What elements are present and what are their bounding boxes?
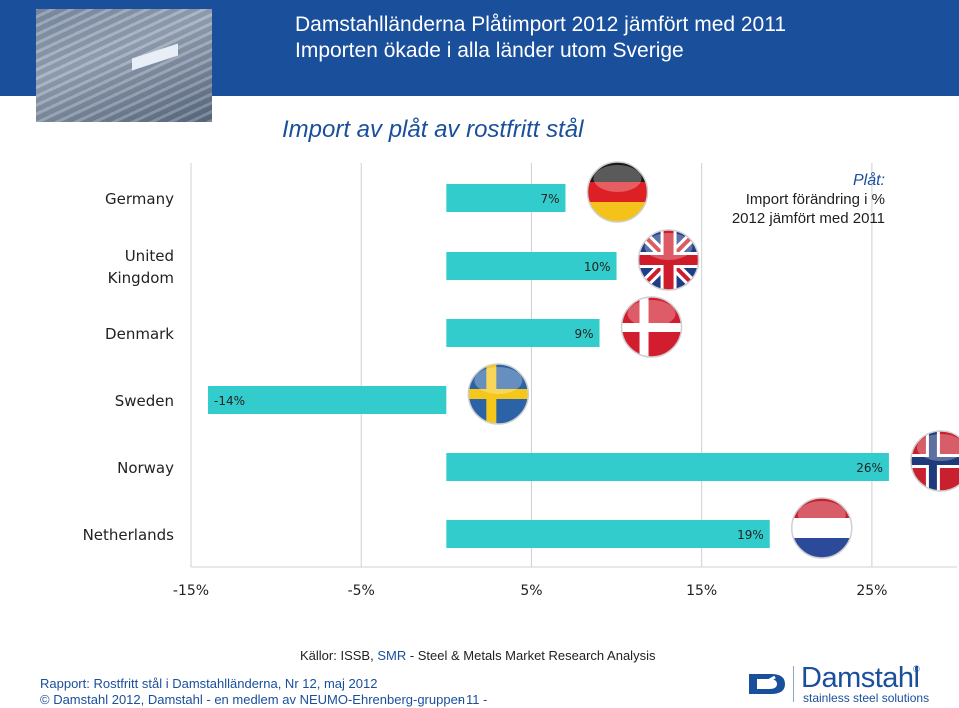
category-label: Germany (105, 190, 174, 208)
data-label: 7% (540, 192, 559, 206)
category-label: Denmark (105, 325, 174, 343)
netherlands-flag (791, 497, 853, 559)
header-subtitle: Importen ökade i alla länder utom Sverig… (295, 39, 684, 62)
bar-sweden (208, 386, 447, 414)
source-prefix: Källor: ISSB, (300, 648, 378, 663)
chart-legend: Plåt: Import förändring i % 2012 jämfört… (690, 171, 885, 228)
x-tick-label: -15% (173, 583, 209, 599)
category-label: Norway (117, 459, 174, 477)
bar-germany (446, 184, 566, 212)
bar-united-kingdom (446, 252, 617, 280)
united-kingdom-flag (637, 229, 700, 291)
legend-title: Plåt: (852, 172, 885, 189)
source-note: Källor: ISSB, SMR - Steel & Metals Marke… (300, 648, 655, 663)
bar-netherlands (446, 520, 770, 548)
x-tick-label: -5% (348, 583, 375, 599)
header-title: Damstahlländerna Plåtimport 2012 jämfört… (295, 13, 787, 36)
damstahl-logo: Damstahl ® stainless steel solutions (745, 662, 929, 705)
footer-copyright: © Damstahl 2012, Damstahl - en medlem av… (40, 692, 466, 707)
category-label: Kingdom (108, 269, 174, 287)
category-label: United (125, 247, 174, 265)
data-label: 10% (584, 260, 611, 274)
sweden-flag (467, 363, 530, 425)
category-label: Sweden (115, 392, 174, 410)
data-label: 19% (737, 528, 764, 542)
bar-norway (446, 453, 889, 481)
footer-report: Rapport: Rostfritt stål i Damstahlländer… (40, 676, 378, 691)
bar-denmark (446, 319, 600, 347)
building-photo (36, 9, 212, 122)
bar-chart: -15% -5% 5% 15% 25% 7% Germany 10% United Kingdom… (83, 161, 959, 599)
x-tick-label: 5% (520, 583, 542, 599)
logo-registered: ® (913, 664, 920, 674)
data-label: -14% (214, 394, 245, 408)
logo-tagline: stainless steel solutions (803, 691, 930, 705)
logo-mark-icon (749, 674, 785, 694)
denmark-flag (620, 296, 683, 358)
page-number: - 11 - (458, 692, 488, 707)
legend-line-1: Import förändring i % (745, 191, 885, 208)
source-smr: SMR (377, 648, 407, 663)
source-rest: - Steel & Metals Market Research Analysi… (406, 648, 656, 663)
logo-brand: Damstahl (801, 662, 920, 694)
header-bar: Damstahlländerna Plåtimport 2012 jämfört… (0, 0, 959, 122)
data-label: 26% (856, 461, 883, 475)
slide-title: Import av plåt av rostfritt stål (282, 116, 584, 143)
data-label: 9% (574, 327, 593, 341)
legend-line-2: 2012 jämfört med 2011 (731, 210, 885, 227)
germany-flag (586, 161, 649, 223)
x-tick-label: 25% (856, 583, 887, 599)
x-tick-label: 15% (686, 583, 717, 599)
category-label: Netherlands (83, 526, 175, 544)
norway-flag (910, 430, 959, 492)
